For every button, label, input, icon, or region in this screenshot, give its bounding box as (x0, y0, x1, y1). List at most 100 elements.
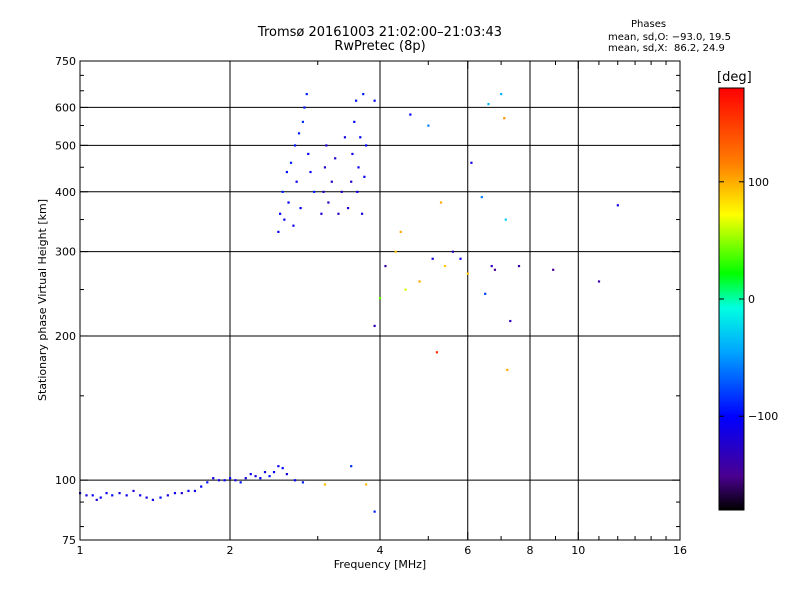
data-point (418, 280, 421, 283)
data-point (289, 161, 293, 164)
data-point (357, 166, 360, 169)
data-point (517, 264, 521, 268)
data-point (323, 166, 327, 169)
data-point (193, 489, 197, 493)
data-point (362, 92, 365, 96)
data-point (200, 485, 203, 488)
data-point (616, 204, 619, 207)
data-point (356, 190, 359, 193)
data-point (223, 479, 226, 482)
data-point (459, 257, 462, 260)
axis-ticks (79, 60, 681, 541)
data-point (173, 492, 177, 495)
data-point (354, 99, 358, 102)
grid-lines (80, 61, 680, 540)
data-point (487, 102, 490, 106)
colorbar-tick-label: 0 (748, 293, 755, 306)
y-tick-label: 75 (62, 534, 76, 547)
chart-title: Tromsø 20161003 21:02:00–21:03:43 (257, 25, 503, 40)
data-point (500, 92, 503, 96)
data-point (239, 481, 242, 484)
data-point (285, 473, 288, 476)
data-point (234, 479, 237, 482)
data-point (439, 201, 443, 204)
y-tick-label: 400 (55, 186, 76, 199)
data-point (151, 498, 155, 501)
data-point (166, 494, 169, 497)
data-point (427, 124, 430, 127)
x-tick-label: 16 (673, 544, 687, 557)
data-point (263, 470, 267, 474)
phases-x-stats: mean, sd,X: 86.2, 24.9 (608, 43, 725, 54)
data-point (384, 264, 387, 268)
data-point (320, 212, 323, 215)
data-point (373, 510, 376, 513)
data-point (292, 224, 295, 227)
colorbar-ticks: 100 0 −100 (719, 176, 778, 423)
data-point (297, 132, 301, 135)
data-point (443, 264, 447, 268)
data-point (105, 492, 108, 495)
data-point (217, 479, 221, 482)
data-point (139, 494, 142, 497)
data-point (350, 465, 353, 468)
data-point (111, 494, 114, 497)
data-point (303, 106, 306, 109)
data-point (334, 157, 337, 160)
data-point (206, 481, 209, 484)
data-point (340, 190, 343, 193)
chart-subtitle: RwPretec (8p) (334, 39, 426, 54)
data-point (552, 268, 555, 271)
y-tick-label: 500 (55, 139, 76, 152)
data-point (346, 206, 350, 210)
data-point (337, 212, 340, 215)
data-point (431, 257, 434, 260)
data-point (480, 196, 483, 199)
data-point (404, 288, 407, 291)
data-point (212, 477, 215, 480)
data-point (295, 180, 298, 183)
data-point (293, 144, 297, 147)
data-point (180, 492, 183, 495)
data-point (373, 324, 376, 328)
data-point (493, 268, 497, 271)
data-point (409, 113, 412, 116)
data-point (350, 180, 353, 183)
x-tick-label: 6 (464, 544, 471, 557)
data-point (268, 475, 271, 478)
y-tick-label: 600 (55, 101, 76, 114)
data-point (125, 494, 128, 497)
data-point (363, 175, 366, 178)
data-point (287, 201, 290, 204)
data-point (301, 481, 305, 484)
data-point (353, 120, 356, 123)
data-point (277, 465, 280, 468)
colorbar-title: [deg] (717, 70, 752, 85)
data-point (313, 190, 316, 193)
data-point (379, 297, 382, 300)
data-point (285, 170, 288, 174)
data-point (307, 152, 310, 156)
data-point (301, 120, 305, 123)
data-point (330, 180, 333, 183)
data-point (365, 144, 368, 147)
data-point (490, 264, 493, 268)
data-point (327, 201, 330, 204)
data-point (244, 477, 247, 480)
data-point (394, 250, 397, 253)
data-point (281, 190, 284, 193)
x-tick-label: 8 (527, 544, 534, 557)
data-point (484, 292, 487, 295)
x-tick-label: 1 (77, 544, 84, 557)
data-point (323, 483, 327, 486)
data-point (283, 218, 286, 221)
data-point (373, 99, 376, 102)
data-point (281, 467, 284, 470)
data-point (187, 489, 190, 493)
y-tick-label: 200 (55, 330, 76, 343)
data-point (293, 479, 297, 482)
data-point (277, 230, 280, 233)
data-point (249, 473, 252, 476)
data-point (359, 136, 362, 139)
